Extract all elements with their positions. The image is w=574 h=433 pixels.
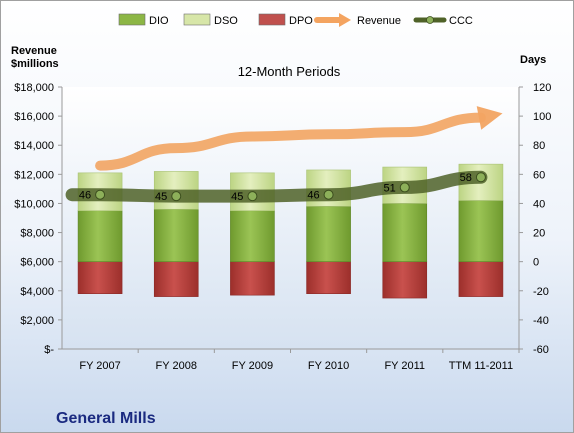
- bar-dio: [153, 208, 199, 262]
- bar-dio: [382, 203, 428, 262]
- legend-label-ccc: CCC: [449, 15, 473, 27]
- left-axis-label-line1: Revenue: [11, 45, 57, 57]
- right-tick-label: 60: [533, 169, 545, 181]
- left-tick-label: $16,000: [14, 111, 54, 123]
- right-tick-label: 100: [533, 111, 551, 123]
- right-tick-label: 0: [533, 257, 539, 269]
- x-tick-label: FY 2010: [308, 360, 349, 372]
- legend-swatch-dso: [183, 13, 211, 26]
- right-tick-label: 40: [533, 198, 545, 210]
- legend-swatch-dpo: [258, 13, 286, 26]
- bar-dpo: [382, 261, 428, 299]
- left-axis-label-line2: $millions: [11, 58, 59, 70]
- revenue-line: [95, 112, 486, 171]
- ccc-point: [95, 189, 106, 200]
- legend-label-dpo: DPO: [289, 15, 313, 27]
- right-tick-label: -60: [533, 344, 549, 356]
- legend-swatch-dio: [118, 13, 146, 26]
- left-tick-label: $10,000: [14, 198, 54, 210]
- left-axis: $- $2,000 $4,000 $6,000 $8,000 $10,000 $12,000…: [14, 82, 62, 356]
- legend-marker-ccc: [426, 16, 434, 24]
- bar-dpo: [153, 261, 199, 297]
- legend: DIO DSO DPO Revenue CCC: [118, 13, 473, 27]
- right-tick-label: 120: [533, 82, 551, 94]
- ccc-data-label: 45: [231, 191, 243, 203]
- x-tick-label: TTM 11-2011: [449, 360, 513, 372]
- left-tick-label: $-: [44, 344, 54, 356]
- x-tick-label: FY 2009: [232, 360, 273, 372]
- ccc-point: [247, 191, 258, 202]
- right-tick-label: -20: [533, 286, 549, 298]
- left-tick-label: $14,000: [14, 140, 54, 152]
- ccc-data-label: 51: [384, 182, 396, 194]
- revenue-series: [95, 106, 503, 171]
- ccc-data-label: 58: [460, 172, 472, 184]
- legend-label-dso: DSO: [214, 15, 238, 27]
- x-tick-label: FY 2007: [79, 360, 120, 372]
- legend-label-revenue: Revenue: [357, 15, 401, 27]
- ccc-data-label: 46: [307, 190, 319, 202]
- right-tick-label: -40: [533, 315, 549, 327]
- left-tick-label: $18,000: [14, 82, 54, 94]
- x-tick-label: FY 2008: [156, 360, 197, 372]
- right-axis-label: Days: [520, 54, 546, 66]
- right-tick-label: 80: [533, 140, 545, 152]
- ccc-point: [323, 189, 334, 200]
- bar-dpo: [77, 261, 123, 294]
- bar-dio: [458, 200, 504, 262]
- bar-dio: [306, 206, 351, 262]
- company-name: General Mills: [56, 410, 156, 427]
- left-tick-label: $6,000: [20, 257, 54, 269]
- bar-dpo: [230, 261, 275, 296]
- ccc-series: 46 45 45 46 51 58: [65, 170, 488, 203]
- chart-title: 12-Month Periods: [238, 64, 341, 79]
- bar-dio: [77, 210, 123, 262]
- bar-dpo: [458, 261, 504, 297]
- x-tick-label: FY 2011: [384, 360, 425, 372]
- right-axis: -60 -40 -20 0 20 40 60 80 100 120: [519, 82, 551, 356]
- legend-label-dio: DIO: [149, 15, 169, 27]
- ccc-data-label: 46: [79, 190, 91, 202]
- revenue-arrowhead: [476, 106, 503, 130]
- left-tick-label: $8,000: [20, 228, 54, 240]
- ccc-line: [65, 170, 488, 203]
- left-tick-label: $2,000: [20, 315, 54, 327]
- legend-arrowhead-revenue: [339, 13, 351, 27]
- ccc-point: [171, 191, 182, 202]
- bar-dpo: [306, 261, 351, 294]
- right-tick-label: 20: [533, 228, 545, 240]
- ccc-point: [475, 172, 486, 183]
- x-axis: FY 2007 FY 2008 FY 2009 FY 2010 FY 2011 TTM 1…: [79, 349, 520, 372]
- left-tick-label: $4,000: [20, 286, 54, 298]
- left-tick-label: $12,000: [14, 169, 54, 181]
- ccc-point: [399, 182, 410, 193]
- ccc-data-label: 45: [155, 191, 167, 203]
- bar-dio: [230, 210, 275, 262]
